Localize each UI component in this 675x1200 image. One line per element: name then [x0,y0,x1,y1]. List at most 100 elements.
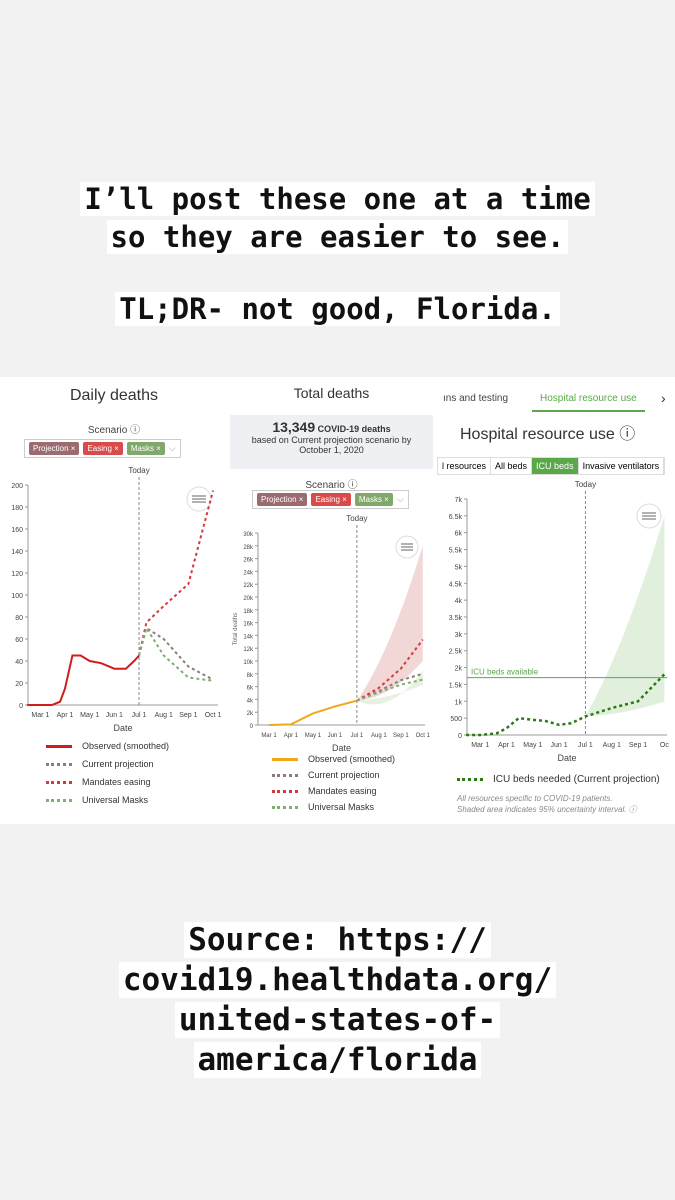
subtab-all-beds[interactable]: All beds [491,458,533,474]
chip-masks[interactable]: Masks × [354,493,393,506]
legend-label: Observed (smoothed) [82,741,170,751]
legend-projection: Current projection [46,755,169,773]
y-tick-label: 26k [243,558,254,564]
chevron-right-icon[interactable]: › [661,390,666,406]
x-tick-label: Oct 1 [416,733,431,739]
chart-screenshot: Daily deaths Scenario ⓘ Projection × Eas… [0,377,675,824]
subtab-all-resources[interactable]: l resources [438,458,492,474]
legend-label: Observed (smoothed) [308,754,396,764]
y-tick-label: 500 [450,716,462,723]
y-tick-label: 22k [243,583,254,589]
settings-icon[interactable] [186,486,212,512]
subtab-icu-beds[interactable]: ICU beds [532,458,579,474]
y-tick-label: 5.5k [449,548,463,555]
y-tick-label: 40 [15,659,23,666]
y-tick-label: 18k [243,609,254,615]
x-tick-label: Mar 1 [471,742,489,749]
top-caption: I’ll post these one at a time so they ar… [0,180,675,328]
y-tick-label: 10k [243,660,254,666]
legend-label: Current projection [308,770,380,780]
y-tick-label: 4k [247,698,254,704]
daily-deaths-title: Daily deaths [69,387,159,404]
masks-uncertainty-band [356,670,423,705]
settings-icon[interactable] [395,535,419,559]
y-tick-label: 7k [455,497,463,504]
subtab-invasive-ventilators[interactable]: Invasive ventilators [579,458,665,474]
source-caption: Source: https:// covid19.healthdata.org/… [0,920,675,1080]
legend-masks: Universal Masks [46,791,169,809]
today-label: Today [575,480,596,489]
y-axis-label: Total deaths [233,613,239,645]
today-label: Today [346,514,367,523]
y-tick-label: 20k [243,596,254,602]
total-deaths-legend: Observed (smoothed) Current projection M… [272,751,395,815]
chevron-down-icon[interactable]: ⌵ [168,443,176,453]
x-tick-label: Jun 1 [551,742,568,749]
x-tick-label: Jul 1 [578,742,593,749]
x-axis-label: Date [332,743,351,753]
x-tick-label: Aug 1 [155,712,173,719]
y-tick-label: 2.5k [449,649,463,656]
icu-beds-chart: Today Date ICU beds available 0 500 1k 1.5k… [449,480,670,763]
x-tick-label: Apr 1 [57,712,74,719]
total-deaths-title: Total deaths [293,385,370,401]
icu-legend: ICU beds needed (Current projection) [457,770,660,788]
scenario-chips[interactable]: Projection × Easing × Masks × ⌵ [252,490,409,509]
settings-icon[interactable] [636,503,662,529]
y-tick-label: 60 [15,637,23,644]
legend-observed: Observed (smoothed) [46,737,169,755]
series-observed [268,699,358,726]
icu-beds-available-label: ICU beds available [471,668,539,677]
today-label: Today [128,466,149,475]
daily-deaths-panel: Daily deaths Scenario ⓘ Projection × Eas… [0,377,228,824]
legend-icu-needed: ICU beds needed (Current projection) [457,770,660,788]
tab-hospital-resource-use[interactable]: Hospital resource use [532,387,645,412]
x-tick-label: Jul 1 [132,712,147,719]
chip-projection[interactable]: Projection × [257,493,308,506]
legend-label: Universal Masks [308,802,375,812]
scenario-chips[interactable]: Projection × Easing × Masks × ⌵ [24,439,181,458]
legend-label: ICU beds needed (Current projection) [493,773,660,785]
chip-projection[interactable]: Projection × [29,442,80,455]
x-axis-label: Date [557,753,576,763]
x-tick-label: Jul 1 [351,733,364,739]
x-tick-label: Aug 1 [603,742,621,749]
y-tick-label: 3.5k [449,615,463,622]
total-deaths-chart: Today Date 0 2k 4k 6k 8k 10k 12k 14k 16k 18k 20k 22… [233,514,431,753]
x-tick-label: Sep 1 [393,733,409,739]
legend-easing: Mandates easing [46,773,169,791]
y-tick-label: 6.5k [449,514,463,521]
series-mandates-easing [356,638,424,702]
resource-subtabs: l resources All beds ICU beds Invasive v… [437,457,666,475]
y-tick-label: 30k [243,532,254,538]
series-icu-beds-needed [466,673,666,737]
x-tick-label: Mar 1 [261,733,277,739]
legend-label: Mandates easing [82,777,151,787]
hospital-title: Hospital resource use ⓘ [460,426,636,443]
y-tick-label: 4.5k [449,581,463,588]
y-tick-label: 140 [11,549,23,556]
y-tick-label: 14k [243,634,254,640]
chevron-down-icon[interactable]: ⌵ [396,494,404,504]
summary-number: 13,349 [272,419,316,435]
scenario-label: Scenario ⓘ [305,480,358,491]
y-tick-label: 100 [11,593,23,600]
chip-easing[interactable]: Easing × [311,493,351,506]
tab-infections-testing[interactable]: ıns and testing [443,393,509,404]
y-tick-label: 12k [243,647,254,653]
chip-easing[interactable]: Easing × [83,442,123,455]
y-tick-label: 3k [455,632,463,639]
series-current-projection [356,672,424,702]
x-tick-label: Jun 1 [328,733,343,739]
y-tick-label: 5k [455,564,463,571]
daily-deaths-legend: Observed (smoothed) Current projection M… [46,737,169,809]
y-tick-label: 28k [243,545,254,551]
y-tick-label: 80 [15,615,23,622]
summary-line-2: based on Current projection scenario by [251,435,412,445]
icu-uncertainty-band [585,515,665,717]
total-deaths-panel: Total deaths 13,349 COVID-19 deaths base… [228,377,435,824]
total-deaths-summary: 13,349 COVID-19 deaths based on Current … [230,415,433,469]
x-tick-label: Aug 1 [371,733,387,739]
legend-label: Current projection [82,759,154,769]
chip-masks[interactable]: Masks × [126,442,165,455]
